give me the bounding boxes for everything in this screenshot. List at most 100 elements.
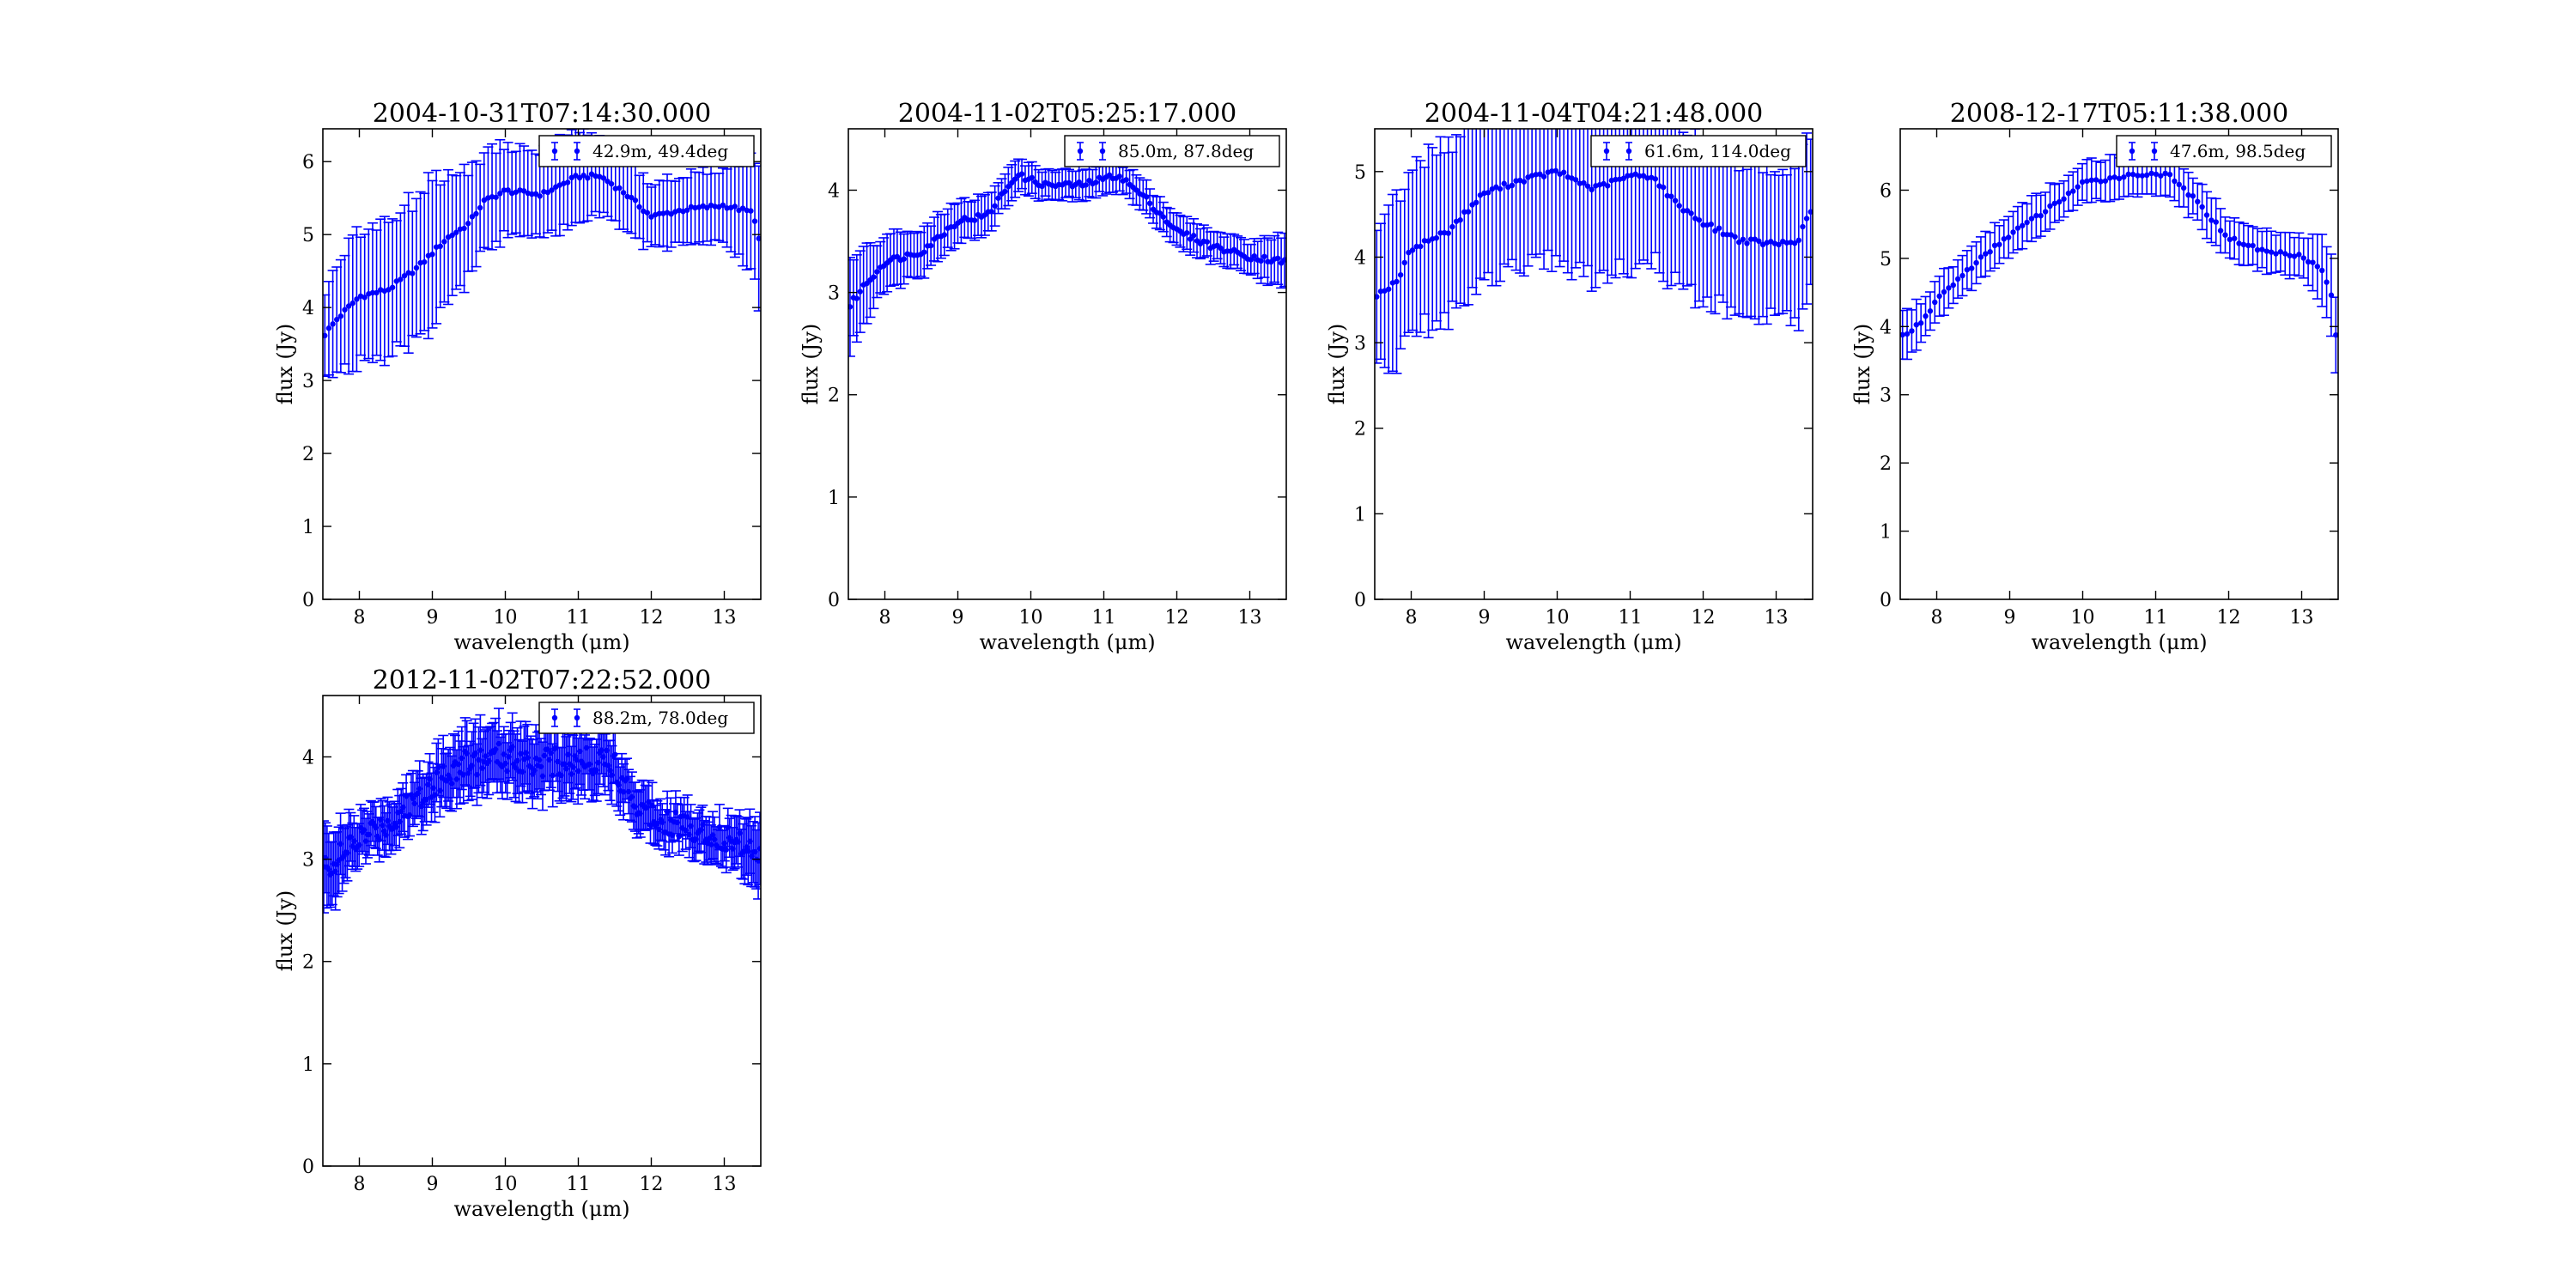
data-point [2098,179,2104,185]
data-point [756,235,761,241]
data-point [1613,176,1619,183]
legend: 47.6m, 98.5deg [2116,135,2332,167]
data-point [1680,208,1686,214]
y-tick-label: 6 [1880,180,1892,202]
data-point [2199,204,2205,210]
data-point [1637,173,1643,179]
data-point [2139,173,2146,179]
data-point [656,210,662,216]
data-point [1973,259,1979,266]
legend-marker-icon [1099,148,1106,155]
legend-box [1064,135,1280,167]
data-point [2010,229,2016,235]
data-point [1066,179,1072,186]
data-point [1513,178,1519,184]
y-tick-label: 2 [1354,419,1366,440]
data-point [1991,242,1998,249]
data-point [349,300,355,307]
data-point [1620,175,1626,182]
data-point [389,284,396,290]
y-tick-label: 0 [1354,590,1366,611]
data-point [1533,172,1539,178]
data-point [684,207,690,213]
data-point [1093,179,1099,185]
legend: 42.9m, 49.4deg [538,135,755,167]
data-point [2236,240,2242,246]
legend: 85.0m, 87.8deg [1064,135,1280,167]
data-point [1485,190,1492,196]
data-point [537,193,543,199]
data-point [1190,233,1197,239]
data-point [453,229,459,235]
data-point [2291,253,2298,259]
data-point [1776,241,1782,248]
data-point [2324,279,2330,285]
y-tick-label: 2 [1880,453,1892,475]
data-point [1509,182,1516,189]
data-point [1936,293,1942,300]
data-point [751,218,758,224]
data-point [1441,229,1448,236]
data-point [612,751,618,757]
x-tick-label: 12 [640,607,664,629]
y-tick-label: 3 [1354,333,1366,355]
data-point [1521,179,1528,185]
data-point [1445,230,1451,236]
x-tick-label: 13 [2290,607,2314,629]
data-point [2047,203,2053,210]
data-point [988,209,994,215]
x-tick-label: 10 [494,1174,518,1195]
data-point [1561,169,1567,175]
data-point [1076,179,1082,185]
x-axis-label: wavelength (μm) [2031,630,2207,654]
data-point [564,179,571,185]
data-point [2148,170,2154,177]
y-axis-label: flux (Jy) [273,890,297,972]
data-point [1572,177,1579,183]
data-point [1397,271,1404,278]
x-tick-label: 8 [1931,607,1943,629]
data-point [1807,209,1813,215]
data-point [2102,178,2109,184]
data-point [1927,308,1934,314]
data-point [1537,171,1543,178]
data-point [2185,191,2191,198]
data-point [1913,321,1919,328]
data-point [2153,171,2160,178]
y-tick-label: 4 [302,747,314,769]
data-point [1377,289,1384,295]
data-point [1248,257,1255,263]
data-point [473,210,479,217]
data-point [481,197,487,204]
data-point [1261,253,1267,259]
y-tick-label: 4 [828,180,840,202]
legend-marker-icon [551,148,558,155]
data-point [1281,257,1286,263]
y-axis-label: flux (Jy) [273,324,297,405]
data-point [1668,193,1674,199]
data-point [1708,221,1714,228]
data-point [636,204,642,210]
data-point [2093,177,2099,183]
data-point [1184,230,1190,236]
data-point [585,175,591,181]
data-point [1983,251,1989,257]
data-point [323,332,328,339]
data-point [1549,168,1555,174]
data-point [1204,239,1211,245]
data-point [2176,181,2182,188]
y-tick-label: 1 [1354,504,1366,526]
data-point [1996,241,2002,247]
data-point [2208,217,2215,223]
data-point [2254,246,2261,253]
data-point [2088,177,2094,184]
data-point [2180,185,2187,191]
legend-entry-label: 42.9m, 49.4deg [592,141,728,161]
data-point [1744,240,1750,246]
data-point [2172,178,2178,185]
data-point [1433,234,1440,241]
data-point [1501,180,1507,186]
data-point [632,197,639,204]
data-point [1672,197,1679,204]
